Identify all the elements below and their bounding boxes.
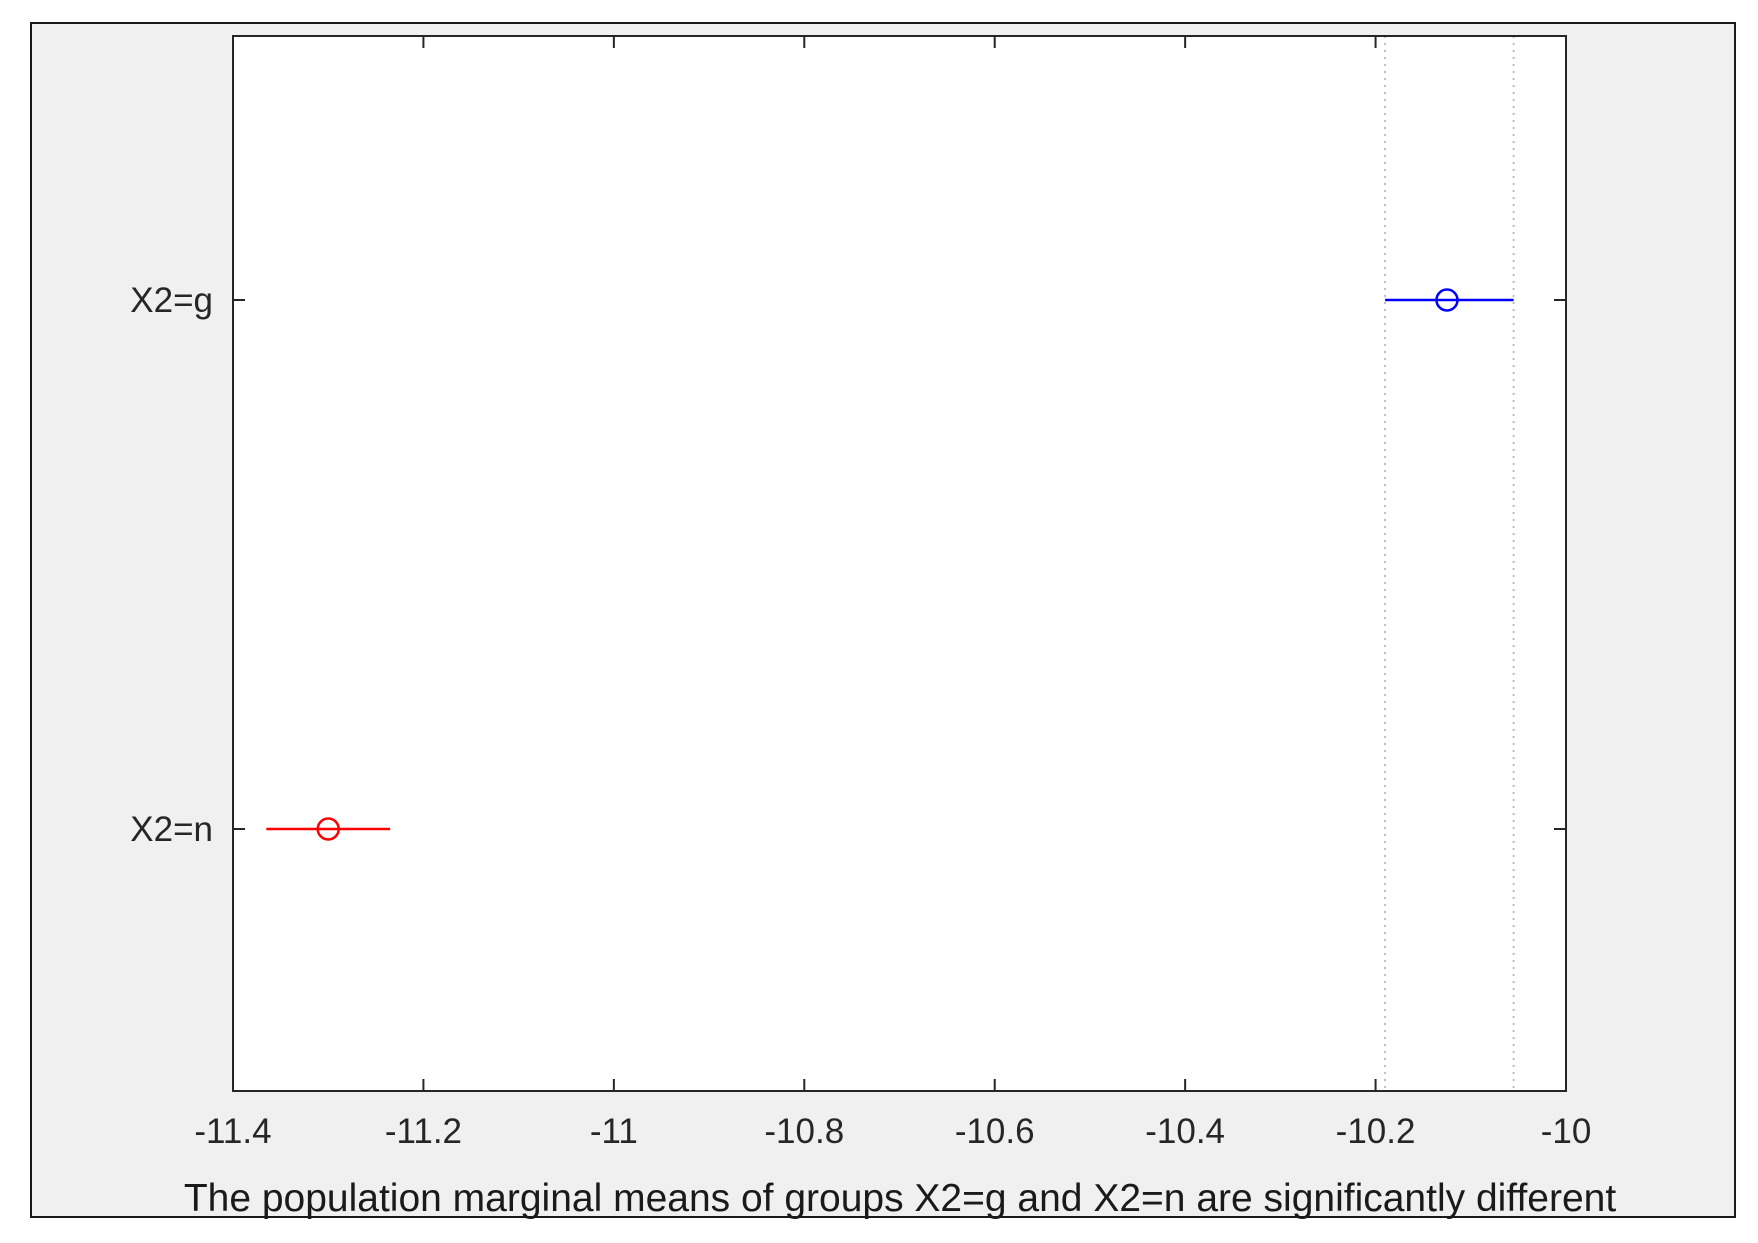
reference-lines <box>1384 36 1515 1091</box>
y-tick-label: X2=g <box>130 281 213 320</box>
x-tick-label: -10.6 <box>955 1112 1035 1151</box>
mean-marker-2 <box>316 817 340 841</box>
x-axis: -11.4 -11.2 -11 -10.8 -10.6 -10.4 -10.2 -10 <box>194 36 1591 1151</box>
x-tick-label: -10.8 <box>764 1112 844 1151</box>
y-tick-label: X2=n <box>130 810 213 849</box>
y-axis: X2=g X2=n <box>130 281 1566 849</box>
x-tick-label: -11.4 <box>194 1112 271 1151</box>
x-tick-label: -11.2 <box>385 1112 462 1151</box>
axes-box <box>232 35 1567 1092</box>
interval-marks <box>266 288 1514 841</box>
x-tick-label: -10.2 <box>1336 1112 1416 1151</box>
x-tick-label: -10.4 <box>1145 1112 1225 1151</box>
plot-area <box>233 36 1566 1091</box>
x-tick-label: -11 <box>590 1112 638 1151</box>
mean-marker-1 <box>1435 288 1459 312</box>
x-tick-label: -10 <box>1541 1112 1592 1151</box>
significance-message: The population marginal means of groups … <box>184 1177 1617 1220</box>
